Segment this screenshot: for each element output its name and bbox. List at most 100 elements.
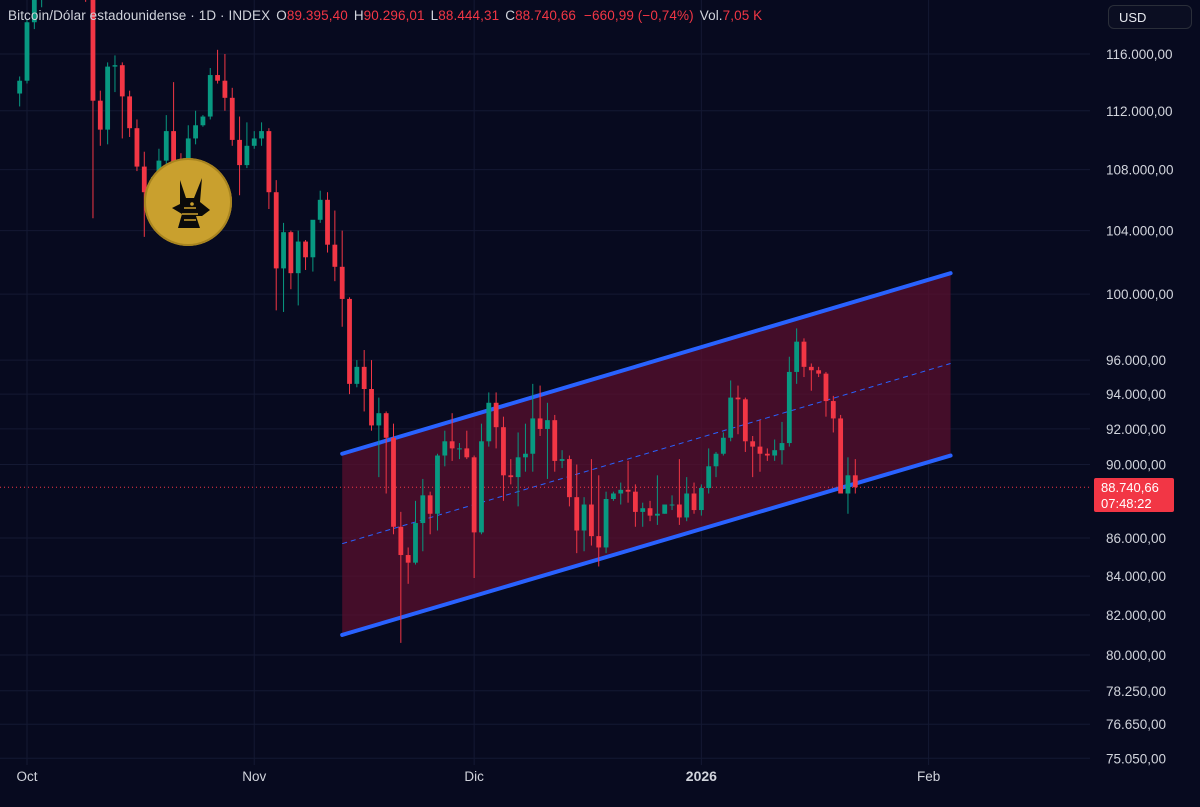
price-tick-label: 94.000,00 (1106, 387, 1166, 402)
price-tick-label: 75.050,00 (1106, 751, 1166, 766)
candle (85, 0, 87, 2)
candle-body (171, 131, 176, 164)
candle (442, 430, 448, 467)
candle-body (625, 489, 631, 492)
candle (259, 122, 264, 146)
candle (764, 448, 770, 461)
candle-body (127, 96, 133, 129)
price-tick-label: 90.000,00 (1106, 457, 1166, 472)
close-value: 88.740,66 (515, 8, 577, 23)
candle-body (464, 448, 470, 458)
candle-body (207, 75, 213, 117)
price-tick-label: 108.000,00 (1106, 163, 1174, 178)
candle-body (523, 453, 528, 458)
candle (17, 76, 23, 107)
time-tick-label: 2026 (686, 768, 717, 784)
candle (691, 482, 697, 514)
change-value: −660,99 (−0,74%) (584, 8, 694, 23)
candle-body (273, 192, 279, 269)
candle-body (237, 139, 242, 166)
candle-body (163, 131, 169, 161)
candle (845, 457, 851, 514)
candle (457, 443, 462, 460)
candle (808, 363, 814, 391)
candle (134, 119, 140, 172)
candle (676, 459, 682, 525)
candle-body (31, 0, 37, 23)
candle (625, 460, 631, 503)
candle (611, 491, 616, 501)
candle (698, 484, 704, 516)
price-axis[interactable]: 116.000,00 112.000,00 108.000,00 104.000,00… (1106, 47, 1174, 766)
candle-body (222, 80, 228, 98)
currency-button[interactable]: USD (1108, 5, 1192, 29)
candle-body (611, 493, 616, 499)
candle-body (772, 450, 778, 456)
candle-body (786, 371, 792, 444)
candle (222, 54, 228, 111)
candle (310, 219, 316, 272)
candle-body (442, 441, 448, 456)
candle-body (391, 437, 396, 527)
candle-body (471, 457, 477, 533)
time-tick-label: Oct (16, 769, 37, 784)
candle-body (383, 413, 389, 438)
candle (237, 116, 242, 196)
candle (369, 360, 374, 431)
channel-upper-line[interactable] (340, 271, 953, 456)
candle-body (332, 244, 338, 267)
candle (413, 500, 418, 565)
symbol-name[interactable]: Bitcoin/Dólar estadounidense · 1D · INDE… (8, 8, 271, 23)
price-tick-label: 82.000,00 (1106, 608, 1166, 623)
candle (449, 413, 455, 461)
candle-body (361, 366, 367, 389)
price-channel[interactable] (340, 271, 953, 637)
candle (361, 350, 367, 412)
candle-body (706, 466, 712, 489)
candle-body (486, 402, 492, 442)
candle (97, 90, 103, 146)
candle-body (479, 441, 484, 533)
candle-body (728, 397, 734, 438)
candle-body (281, 232, 286, 269)
candle (493, 392, 499, 449)
candle-body (229, 97, 235, 140)
candle (559, 450, 565, 469)
candle (757, 420, 763, 472)
price-tick-label: 104.000,00 (1106, 224, 1174, 239)
candle-body (742, 399, 748, 442)
candle (339, 230, 345, 327)
candle-body (720, 437, 726, 454)
candle-body (632, 491, 638, 512)
high-value: 90.296,01 (363, 8, 425, 23)
candle (596, 475, 602, 567)
candle-body (501, 427, 506, 476)
candle (90, 0, 96, 219)
candle-body (574, 497, 580, 531)
candle (215, 49, 220, 84)
candle (266, 128, 272, 210)
candle (786, 356, 792, 447)
candle (640, 502, 646, 527)
candle-body (647, 508, 653, 516)
candle-body (823, 373, 829, 402)
candle (288, 230, 294, 290)
candle-body (713, 453, 719, 467)
candle (383, 411, 389, 494)
candle (200, 115, 206, 127)
candle (537, 385, 543, 436)
candle-body (838, 418, 844, 494)
candle-body (215, 75, 220, 81)
candle-body (852, 475, 858, 488)
candle-body (662, 504, 668, 514)
candle-body (259, 131, 264, 139)
candle-body (105, 66, 111, 130)
candle (654, 475, 660, 525)
time-axis[interactable]: Oct Nov Dic 2026 Feb (16, 768, 940, 784)
candle (405, 547, 411, 584)
candle-body (537, 418, 543, 429)
candle-body (830, 401, 836, 419)
candle-body (530, 418, 536, 454)
candle (332, 210, 338, 282)
